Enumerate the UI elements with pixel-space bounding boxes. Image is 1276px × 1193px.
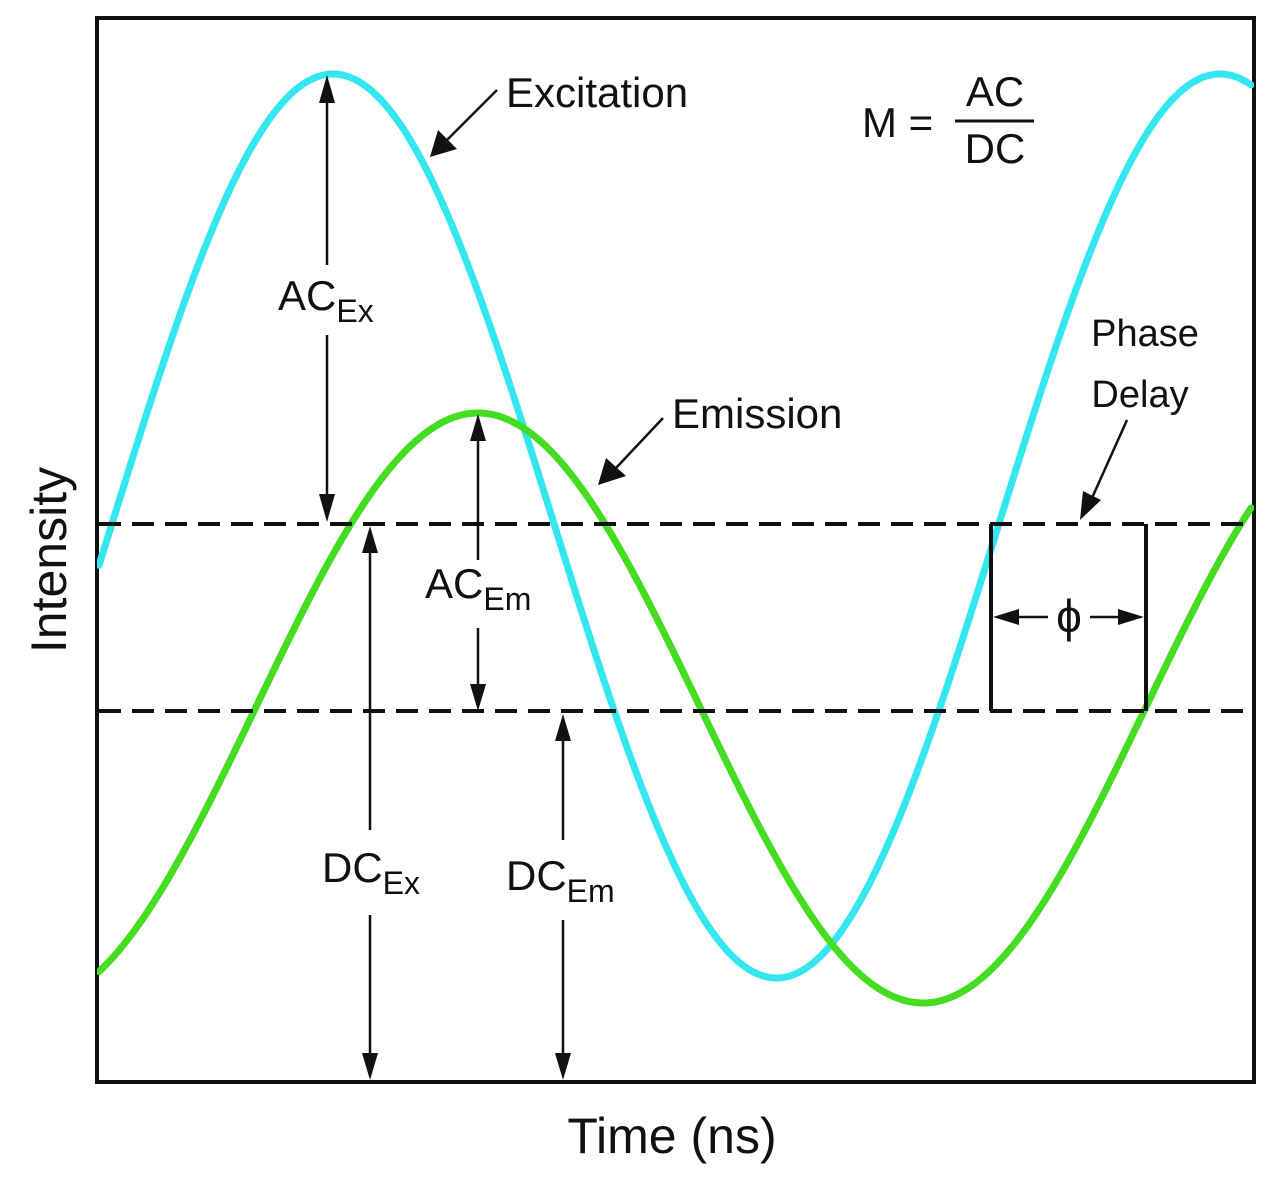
svg-text:AC: AC — [966, 68, 1024, 115]
phase-bracket — [989, 524, 1148, 711]
svg-text:DC: DC — [965, 125, 1026, 172]
modulation-formula: M = AC DC — [862, 68, 1034, 172]
ac-em-label: ACEm — [425, 560, 531, 617]
x-axis-label: Time (ns) — [567, 1108, 776, 1164]
emission-label: Emission — [672, 390, 842, 437]
dc-em-arrow — [555, 714, 571, 1080]
svg-text:M =: M = — [862, 99, 933, 146]
ac-ex-arrow — [319, 75, 335, 522]
phase-delay-pointer-arrow — [1080, 419, 1129, 520]
excitation-label: Excitation — [506, 69, 688, 116]
emission-wave — [97, 409, 1254, 1007]
ac-ex-label: ACEx — [278, 272, 374, 329]
plot-frame — [95, 16, 1256, 1084]
phi-symbol: ϕ — [1056, 590, 1082, 642]
phase-delay-label-line2: Delay — [1091, 374, 1188, 416]
dc-ex-label: DCEx — [322, 844, 420, 901]
y-axis-label: Intensity — [21, 467, 77, 653]
phase-delay-label-line1: Phase — [1091, 313, 1199, 355]
emission-pointer-arrow — [598, 417, 664, 485]
excitation-wave — [97, 70, 1254, 982]
dc-em-label: DCEm — [506, 852, 615, 909]
ac-em-arrow — [470, 414, 486, 711]
excitation-pointer-arrow — [430, 89, 498, 157]
dc-ex-arrow — [362, 526, 378, 1080]
